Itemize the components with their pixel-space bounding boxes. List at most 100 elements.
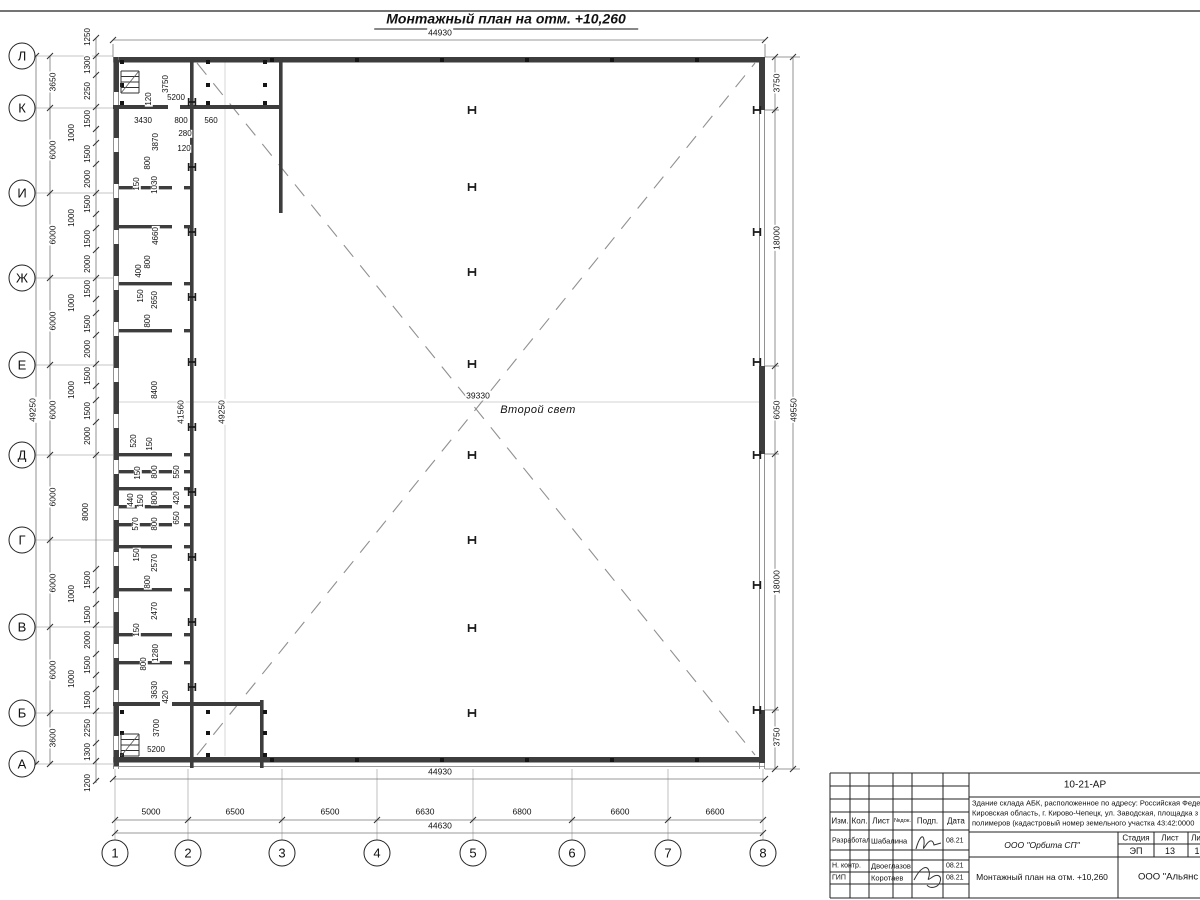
h-column-icon (467, 451, 477, 459)
dim-room: 3430 (133, 115, 153, 126)
dim-left-chain: 1500 (82, 570, 93, 590)
dim-room: 4660 (150, 226, 161, 246)
dim-left-overall: 49250 (27, 397, 38, 423)
axis-col-4: 4 (363, 839, 391, 867)
titleblock-sheet-value: 13 (1164, 846, 1176, 856)
title-block-grid (829, 772, 1200, 899)
dim-room: 5200 (146, 744, 166, 755)
titleblock-role-1: Разработал (832, 837, 871, 845)
titleblock-date-3: 08.21 (946, 874, 964, 882)
dim-room: 3750 (160, 74, 171, 94)
h-column-icon (187, 553, 197, 561)
stairs-symbols (120, 70, 140, 757)
dim-left-span: 6000 (47, 486, 58, 508)
signature-icon (913, 867, 941, 888)
h-column-icon (467, 183, 477, 191)
axis-row-Ж: Ж (8, 264, 36, 292)
titleblock-date-1: 08.21 (946, 837, 964, 845)
dim-left-chain: 1000 (66, 669, 77, 689)
axis-col-7: 7 (654, 839, 682, 867)
titleblock-sheet-label: Лист (1161, 833, 1179, 843)
dim-left-chain: 1300 (82, 55, 93, 75)
dim-right-chain: 3750 (771, 726, 782, 748)
dim-room: 150 (135, 493, 146, 509)
dim-room: 570 (130, 516, 141, 532)
dim-left-chain: 8000 (80, 502, 91, 522)
dim-left-span: 6000 (47, 224, 58, 246)
dim-room: 3870 (150, 132, 161, 152)
dim-room: 150 (131, 547, 142, 563)
dim-room: 800 (173, 115, 189, 126)
axis-row-И: И (8, 179, 36, 207)
titleblock-col-header: Изм. (831, 816, 849, 826)
axis-col-6: 6 (558, 839, 586, 867)
dim-room: 800 (149, 516, 160, 532)
dim-room: 800 (138, 656, 149, 672)
dim-room: 1280 (150, 643, 161, 663)
dim-left-chain: 1500 (82, 194, 93, 214)
h-column-icon (467, 624, 477, 632)
titleblock-col-header: №док. (894, 818, 911, 824)
titleblock-company: ООО "Альянс (1138, 871, 1199, 883)
h-column-icon (752, 451, 762, 459)
dim-room: 120 (176, 143, 192, 154)
dim-bottom-span: 5000 (140, 806, 162, 817)
dim-left-chain: 2250 (82, 718, 93, 738)
axis-col-3: 3 (268, 839, 296, 867)
axis-row-Е: Е (8, 351, 36, 379)
axis-row-К: К (8, 94, 36, 122)
dim-left-span: 6000 (47, 572, 58, 594)
dim-left-chain: 1250 (82, 27, 93, 47)
titleblock-name-1: Шабалина (871, 836, 908, 846)
axis-row-Д: Д (8, 441, 36, 469)
dim-inner-41560: 41560 (175, 399, 186, 425)
dim-top-overall: 44930 (427, 27, 453, 38)
h-column-icon (187, 488, 197, 496)
axis-row-Л: Л (8, 42, 36, 70)
titleblock-name-3: Коротаев (871, 873, 904, 883)
dim-room: 800 (149, 490, 160, 506)
dim-left-chain: 2000 (82, 169, 93, 189)
dim-room: 150 (135, 288, 146, 304)
h-column-icon (187, 683, 197, 691)
dim-left-span: 3650 (47, 71, 58, 93)
h-column-icon (187, 293, 197, 301)
h-column-icon (467, 106, 477, 114)
dim-left-chain: 1500 (82, 655, 93, 675)
titleblock-name-2: Двоеглазов (871, 861, 911, 871)
dim-left-chain: 1000 (66, 293, 77, 313)
dim-left-span: 6000 (47, 139, 58, 161)
h-column-icon (467, 709, 477, 717)
titleblock-stage-label: Стадия (1122, 833, 1150, 843)
dim-room: 3700 (151, 718, 162, 738)
dim-left-chain: 1500 (82, 314, 93, 334)
h-column-icon (187, 618, 197, 626)
dim-room: 2650 (149, 290, 160, 310)
second-light-label: Второй свет (499, 404, 577, 417)
dim-room: 3630 (149, 680, 160, 700)
dim-left-chain: 1000 (66, 584, 77, 604)
dim-room: 650 (171, 510, 182, 526)
h-column-icon (752, 228, 762, 236)
dim-left-chain: 2000 (82, 630, 93, 650)
h-column-icon (752, 358, 762, 366)
dim-right-chain: 18000 (771, 569, 782, 595)
dim-room: 5200 (166, 92, 186, 103)
dim-inner-49250: 49250 (216, 399, 227, 425)
h-column-icon (467, 360, 477, 368)
h-column-icon (752, 706, 762, 714)
dim-room: 800 (142, 155, 153, 171)
titleblock-project-line1: Здание склада АБК, расположенное по адре… (972, 798, 1200, 808)
dim-room: 400 (133, 263, 144, 279)
dim-bottom-span: 6600 (704, 806, 726, 817)
titleblock-code: 10-21-АР (1063, 779, 1107, 791)
axis-col-8: 8 (749, 839, 777, 867)
dim-left-chain: 1000 (66, 208, 77, 228)
dim-left-chain: 2000 (82, 254, 93, 274)
dim-left-chain: 1500 (82, 401, 93, 421)
dim-right-chain: 18000 (771, 225, 782, 251)
h-column-icon (187, 228, 197, 236)
dim-room: 150 (132, 465, 143, 481)
dim-bottom-span: 6630 (414, 806, 436, 817)
axis-col-1: 1 (101, 839, 129, 867)
